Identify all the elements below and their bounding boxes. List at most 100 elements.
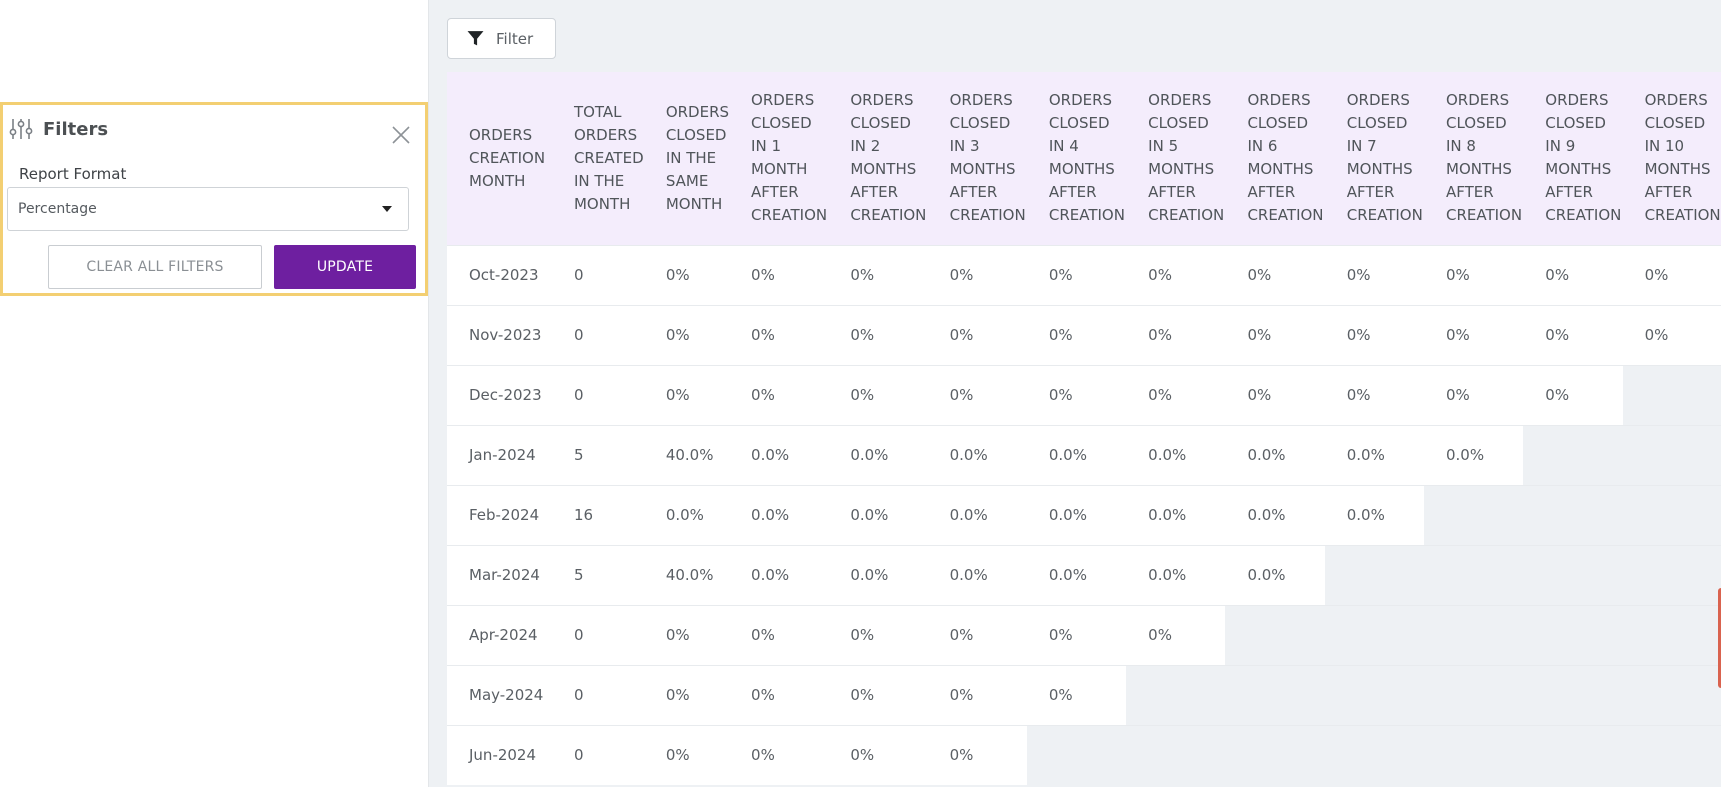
table-cell: 0.0% — [1424, 424, 1524, 485]
empty-cell — [1225, 604, 1325, 665]
filters-panel-title: Filters — [43, 118, 109, 140]
table-cell: 0% — [643, 364, 730, 425]
clear-all-filters-button[interactable]: CLEAR ALL FILTERS — [48, 245, 262, 289]
table-cell: 0% — [927, 244, 1027, 305]
table-cell: 0.0% — [1126, 484, 1226, 545]
empty-cell — [1523, 664, 1623, 725]
column-header: ORDERS CREATION MONTH — [447, 72, 552, 245]
table-cell: 0.0% — [729, 544, 829, 605]
side-tab-handle[interactable] — [1718, 588, 1721, 688]
report-area: Filter ORDERS CREATION MONTH TOTAL ORDERS… — [428, 0, 1721, 787]
table-row: Feb-2024 16 0.0% 0.0% 0.0% 0.0% 0.0% 0.0% 0.0% 0.… — [447, 484, 1721, 545]
table-cell: 0% — [828, 364, 928, 425]
cohort-table-container[interactable]: ORDERS CREATION MONTH TOTAL ORDERS CREATE… — [447, 72, 1721, 787]
table-cell: 0% — [828, 304, 928, 365]
filter-button[interactable]: Filter — [447, 18, 556, 59]
report-format-select[interactable]: Percentage — [7, 187, 409, 231]
row-month: Jun-2024 — [447, 724, 552, 785]
table-cell: 0% — [1324, 244, 1424, 305]
table-row: Dec-2023 0 0% 0% 0% 0% 0% 0% 0% 0% 0% 0% — [447, 364, 1721, 425]
empty-cell — [1622, 664, 1721, 725]
table-cell: 0.0% — [1225, 544, 1325, 605]
table-cell: 0% — [1126, 604, 1226, 665]
empty-cell — [1225, 664, 1325, 725]
close-icon[interactable] — [390, 124, 412, 146]
row-month: Dec-2023 — [447, 364, 552, 425]
filter-button-label: Filter — [496, 29, 534, 48]
table-row: Nov-2023 0 0% 0% 0% 0% 0% 0% 0% 0% 0% 0% 0% — [447, 304, 1721, 365]
column-header: ORDERS CLOSED IN 4 MONTHS AFTER CREATION — [1026, 72, 1127, 245]
report-format-value: Percentage — [18, 201, 97, 217]
table-cell: 0% — [828, 664, 928, 725]
row-month: Oct-2023 — [447, 244, 552, 305]
table-row: Oct-2023 0 0% 0% 0% 0% 0% 0% 0% 0% 0% 0% 0% — [447, 244, 1721, 305]
column-header: ORDERS CLOSED IN 7 MONTHS AFTER CREATION — [1324, 72, 1424, 245]
table-cell: 0% — [828, 604, 928, 665]
column-header: TOTAL ORDERS CREATED IN THE MONTH — [551, 72, 644, 245]
empty-cell — [1225, 724, 1325, 785]
table-cell: 0% — [1026, 664, 1127, 725]
column-header: ORDERS CLOSED IN 10 MONTHS AFTER CREATIO… — [1622, 72, 1721, 245]
table-cell: 0% — [828, 244, 928, 305]
column-header: ORDERS CLOSED IN 3 MONTHS AFTER CREATION — [927, 72, 1027, 245]
table-cell: 0% — [643, 604, 730, 665]
row-month: Jan-2024 — [447, 424, 552, 485]
row-month: Apr-2024 — [447, 604, 552, 665]
table-cell: 0% — [1126, 364, 1226, 425]
table-cell: 0.0% — [1324, 484, 1424, 545]
table-cell: 0% — [643, 724, 730, 785]
funnel-icon — [467, 31, 484, 46]
table-cell: 0.0% — [927, 484, 1027, 545]
table-cell: 0 — [551, 244, 644, 305]
table-cell: 5 — [551, 544, 644, 605]
empty-cell — [1324, 604, 1424, 665]
empty-cell — [1523, 604, 1623, 665]
table-cell: 0% — [1523, 364, 1623, 425]
table-cell: 0.0% — [1026, 424, 1127, 485]
table-cell: 0% — [1424, 364, 1524, 425]
table-cell: 0 — [551, 724, 644, 785]
column-header: ORDERS CLOSED IN 8 MONTHS AFTER CREATION — [1424, 72, 1524, 245]
table-cell: 0.0% — [1026, 484, 1127, 545]
table-cell: 0 — [551, 304, 644, 365]
table-cell: 0% — [1126, 244, 1226, 305]
empty-cell — [1622, 604, 1721, 665]
table-row: May-2024 0 0% 0% 0% 0% 0% — [447, 664, 1721, 725]
table-cell: 0.0% — [729, 484, 829, 545]
table-cell: 0% — [1424, 244, 1524, 305]
table-cell: 0% — [1622, 244, 1721, 305]
empty-cell — [1523, 424, 1623, 485]
empty-cell — [1622, 544, 1721, 605]
table-cell: 40.0% — [643, 424, 730, 485]
table-header: ORDERS CREATION MONTH TOTAL ORDERS CREATE… — [447, 72, 1721, 245]
table-cell: 0% — [729, 724, 829, 785]
table-row: Apr-2024 0 0% 0% 0% 0% 0% 0% — [447, 604, 1721, 665]
empty-cell — [1622, 724, 1721, 785]
empty-cell — [1424, 544, 1524, 605]
table-cell: 0.0% — [828, 424, 928, 485]
table-cell: 0% — [1424, 304, 1524, 365]
table-cell: 0% — [1126, 304, 1226, 365]
row-month: Nov-2023 — [447, 304, 552, 365]
table-cell: 0% — [1026, 604, 1127, 665]
row-month: Feb-2024 — [447, 484, 552, 545]
empty-cell — [1324, 544, 1424, 605]
empty-cell — [1324, 664, 1424, 725]
row-month: Mar-2024 — [447, 544, 552, 605]
table-cell: 0% — [729, 664, 829, 725]
table-cell: 0% — [643, 304, 730, 365]
table-cell: 0% — [729, 244, 829, 305]
row-month: May-2024 — [447, 664, 552, 725]
table-cell: 0% — [1324, 364, 1424, 425]
empty-cell — [1622, 364, 1721, 425]
table-cell: 0% — [1523, 304, 1623, 365]
table-cell: 0.0% — [1126, 424, 1226, 485]
update-button[interactable]: UPDATE — [274, 245, 416, 289]
empty-cell — [1523, 724, 1623, 785]
table-cell: 0% — [1026, 304, 1127, 365]
table-cell: 16 — [551, 484, 644, 545]
table-cell: 0.0% — [828, 484, 928, 545]
table-cell: 0.0% — [643, 484, 730, 545]
column-header: ORDERS CLOSED IN 1 MONTH AFTER CREATION — [729, 72, 829, 245]
empty-cell — [1126, 664, 1226, 725]
